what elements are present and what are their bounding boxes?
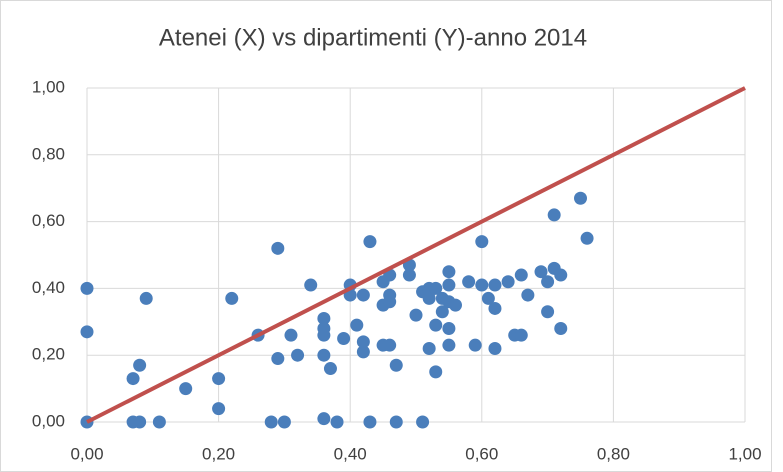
x-tick-label: 0,60 (465, 444, 498, 463)
y-tick-label: 1,00 (32, 77, 65, 96)
y-tick-label: 0,00 (32, 411, 65, 430)
data-point (80, 281, 94, 295)
data-point (462, 275, 476, 289)
data-point (541, 275, 555, 289)
data-point (271, 352, 285, 366)
data-point (389, 358, 403, 372)
y-tick-label: 0,20 (32, 345, 65, 364)
data-point (554, 321, 568, 335)
data-point (435, 305, 449, 319)
data-point (126, 372, 140, 386)
data-point (317, 348, 331, 362)
data-point (514, 268, 528, 282)
data-point (429, 318, 443, 332)
data-point (225, 291, 239, 305)
data-point (317, 412, 331, 426)
data-point (277, 415, 291, 429)
data-point (179, 382, 193, 396)
data-point (363, 415, 377, 429)
data-point (429, 281, 443, 295)
data-point (133, 415, 147, 429)
data-point (284, 328, 298, 342)
data-point (291, 348, 305, 362)
data-point (481, 291, 495, 305)
data-point (363, 235, 377, 249)
data-point (356, 288, 370, 302)
chart-title: Atenei (X) vs dipartimenti (Y)-anno 2014 (159, 24, 587, 51)
y-tick-label: 0,60 (32, 211, 65, 230)
data-point (152, 415, 166, 429)
data-point (402, 268, 416, 282)
data-point (442, 278, 456, 292)
data-point (429, 365, 443, 379)
data-point (574, 191, 587, 205)
data-point (139, 291, 153, 305)
data-point (317, 311, 331, 325)
data-point (356, 345, 370, 359)
y-tick-label: 0,40 (32, 278, 65, 297)
data-point (488, 342, 502, 356)
y-tick-label: 0,80 (32, 144, 65, 163)
data-point (409, 308, 423, 322)
data-point (547, 208, 561, 222)
data-point (442, 265, 456, 279)
data-point (475, 235, 489, 249)
data-point (488, 278, 502, 292)
data-point (514, 328, 528, 342)
data-point (304, 278, 318, 292)
data-point (383, 288, 397, 302)
data-point (350, 318, 364, 332)
data-point (212, 372, 226, 386)
data-point (271, 241, 285, 255)
data-point (442, 338, 456, 352)
data-point (521, 288, 535, 302)
data-point (212, 402, 226, 416)
data-point (383, 338, 397, 352)
data-point (330, 415, 344, 429)
data-point (468, 338, 482, 352)
data-point (475, 278, 489, 292)
x-tick-label: 0,80 (597, 444, 630, 463)
x-tick-label: 1,00 (728, 444, 761, 463)
data-point (317, 328, 331, 342)
data-point (442, 321, 456, 335)
data-point (488, 301, 502, 315)
x-tick-label: 0,20 (202, 444, 235, 463)
data-point (80, 325, 94, 339)
data-point (580, 231, 594, 245)
data-point (554, 268, 568, 282)
data-point (389, 415, 403, 429)
data-point (541, 305, 555, 319)
data-point (337, 332, 351, 345)
x-tick-label: 0,40 (334, 444, 367, 463)
data-point (501, 275, 515, 289)
data-point (264, 415, 278, 429)
data-point (323, 362, 337, 376)
data-point (448, 298, 462, 312)
x-tick-label: 0,00 (70, 444, 103, 463)
data-point (534, 265, 548, 279)
reference-line (86, 86, 746, 424)
data-point (422, 342, 436, 356)
data-point (133, 358, 147, 372)
data-point (356, 335, 370, 349)
data-point (416, 415, 430, 429)
